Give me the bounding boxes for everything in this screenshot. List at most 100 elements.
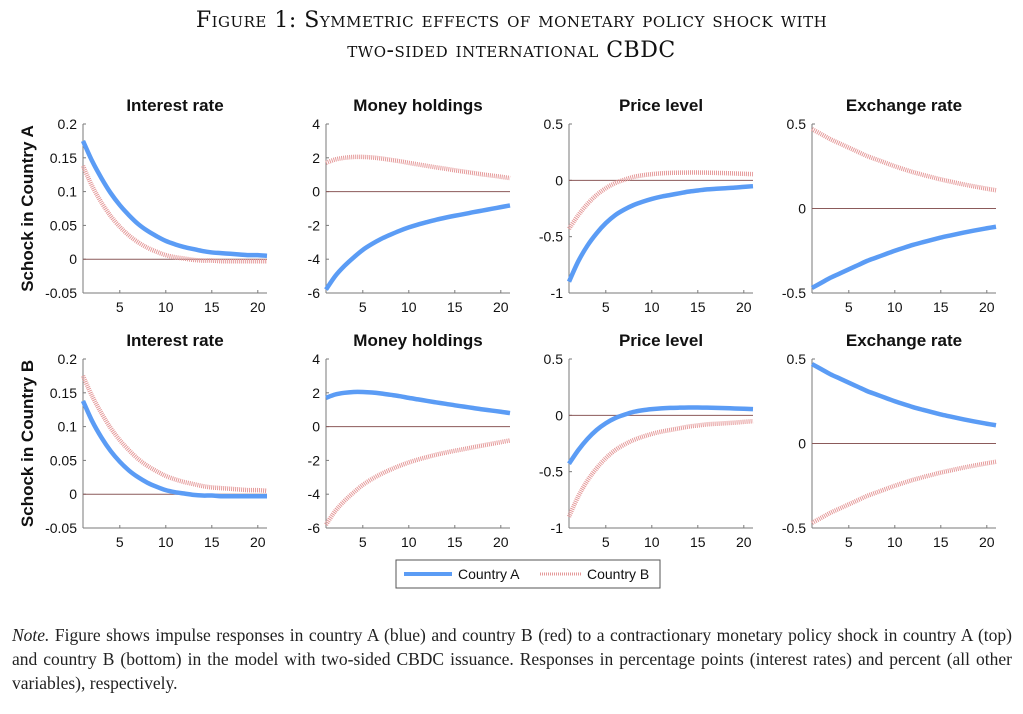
y-tick-label: 0 — [312, 184, 320, 200]
series-line-country-b — [80, 164, 267, 264]
series-line-country-b — [324, 438, 511, 526]
series-line-country-a — [324, 203, 511, 291]
x-tick-label: 20 — [493, 534, 509, 550]
row-label: Schock in Country A — [18, 125, 37, 292]
y-tick-label: 0 — [69, 486, 77, 502]
x-tick-label: 10 — [644, 299, 660, 315]
y-tick-label: -0.5 — [539, 229, 563, 245]
y-tick-label: 0.15 — [50, 150, 77, 166]
panel-title: Interest rate — [126, 331, 223, 350]
y-tick-label: -0.5 — [782, 520, 806, 536]
x-tick-label: 15 — [447, 534, 463, 550]
y-tick-label: 0 — [798, 436, 806, 452]
x-tick-label: 15 — [933, 534, 949, 550]
y-tick-label: 0.2 — [58, 116, 78, 132]
legend-label-country-a: Country A — [458, 566, 520, 582]
y-tick-label: 0 — [555, 407, 563, 423]
series-line-country-a — [567, 405, 754, 466]
y-tick-label: -2 — [308, 217, 321, 233]
x-tick-label: 20 — [979, 299, 995, 315]
y-tick-label: -0.05 — [45, 520, 77, 536]
y-tick-label: 0.5 — [544, 116, 564, 132]
figure-title-line-1: Figure 1: Symmetric effects of monetary … — [195, 8, 828, 33]
y-tick-label: 0.2 — [58, 351, 78, 367]
y-tick-label: -0.5 — [782, 285, 806, 301]
x-tick-label: 10 — [887, 299, 903, 315]
y-tick-label: 0.1 — [58, 184, 78, 200]
x-tick-label: 5 — [602, 534, 610, 550]
y-tick-label: 0.05 — [50, 217, 77, 233]
x-tick-label: 5 — [602, 299, 610, 315]
series-line-country-a — [566, 183, 754, 283]
series-line-country-b — [567, 170, 754, 231]
y-tick-label: 0.5 — [787, 351, 807, 367]
x-tick-label: 15 — [690, 299, 706, 315]
x-tick-label: 5 — [116, 299, 124, 315]
y-tick-label: 4 — [312, 351, 320, 367]
panel-title: Exchange rate — [846, 331, 962, 350]
x-tick-label: 15 — [204, 299, 220, 315]
figure-title-line-2: two-sided international CBDC — [347, 38, 676, 63]
y-tick-label: 0 — [312, 419, 320, 435]
x-tick-label: 20 — [493, 299, 509, 315]
y-tick-label: 0.15 — [50, 385, 77, 401]
x-tick-label: 10 — [644, 534, 660, 550]
impulse-response-chart: Schock in Country A Schock in Country B In… — [18, 96, 997, 589]
x-tick-label: 5 — [359, 299, 367, 315]
y-tick-label: -1 — [551, 285, 564, 301]
x-tick-label: 10 — [887, 534, 903, 550]
x-tick-label: 15 — [447, 299, 463, 315]
series-line-country-b — [80, 374, 268, 494]
y-tick-label: 0 — [798, 201, 806, 217]
y-tick-label: 0.05 — [50, 452, 77, 468]
x-tick-label: 5 — [359, 534, 367, 550]
panel-title: Price level — [619, 331, 703, 350]
note-text: Figure shows impulse responses in countr… — [12, 625, 1012, 693]
series-line-country-b — [566, 418, 754, 518]
series-line-country-a — [810, 362, 997, 428]
y-tick-label: 0.5 — [544, 351, 564, 367]
legend-label-country-b: Country B — [587, 566, 649, 582]
x-tick-label: 10 — [158, 299, 174, 315]
y-tick-label: -0.05 — [45, 285, 77, 301]
series-line-country-b — [325, 154, 511, 181]
y-tick-label: 0.1 — [58, 419, 78, 435]
x-tick-label: 5 — [845, 299, 853, 315]
x-tick-label: 20 — [736, 299, 752, 315]
note-label: Note. — [12, 625, 50, 645]
x-tick-label: 20 — [250, 299, 266, 315]
y-tick-label: -6 — [308, 285, 321, 301]
y-tick-label: -1 — [551, 520, 564, 536]
panel-title: Exchange rate — [846, 96, 962, 115]
y-tick-label: 0 — [69, 251, 77, 267]
y-tick-label: -0.5 — [539, 464, 563, 480]
y-tick-label: 0 — [555, 172, 563, 188]
x-tick-label: 10 — [401, 534, 417, 550]
y-tick-label: 2 — [312, 150, 320, 166]
y-tick-label: 0.5 — [787, 116, 807, 132]
x-tick-label: 5 — [116, 534, 124, 550]
series-line-country-b — [810, 459, 997, 525]
x-tick-label: 10 — [401, 299, 417, 315]
x-tick-label: 15 — [204, 534, 220, 550]
y-tick-label: 4 — [312, 116, 320, 132]
series-line-country-a — [80, 139, 268, 259]
series-line-country-a — [325, 389, 511, 416]
y-tick-label: -6 — [308, 520, 321, 536]
x-tick-label: 20 — [250, 534, 266, 550]
x-tick-label: 15 — [933, 299, 949, 315]
figure-note: Note. Figure shows impulse responses in … — [12, 623, 1012, 695]
row-label: Schock in Country B — [18, 360, 37, 527]
panel-title: Money holdings — [353, 331, 482, 350]
series-line-country-b — [810, 127, 997, 193]
panel-title: Money holdings — [353, 96, 482, 115]
panel-title: Price level — [619, 96, 703, 115]
series-line-country-a — [80, 399, 267, 499]
y-tick-label: -4 — [308, 251, 321, 267]
y-tick-label: 2 — [312, 385, 320, 401]
y-tick-label: -4 — [308, 486, 321, 502]
x-tick-label: 15 — [690, 534, 706, 550]
x-tick-label: 5 — [845, 534, 853, 550]
x-tick-label: 10 — [158, 534, 174, 550]
panel-title: Interest rate — [126, 96, 223, 115]
